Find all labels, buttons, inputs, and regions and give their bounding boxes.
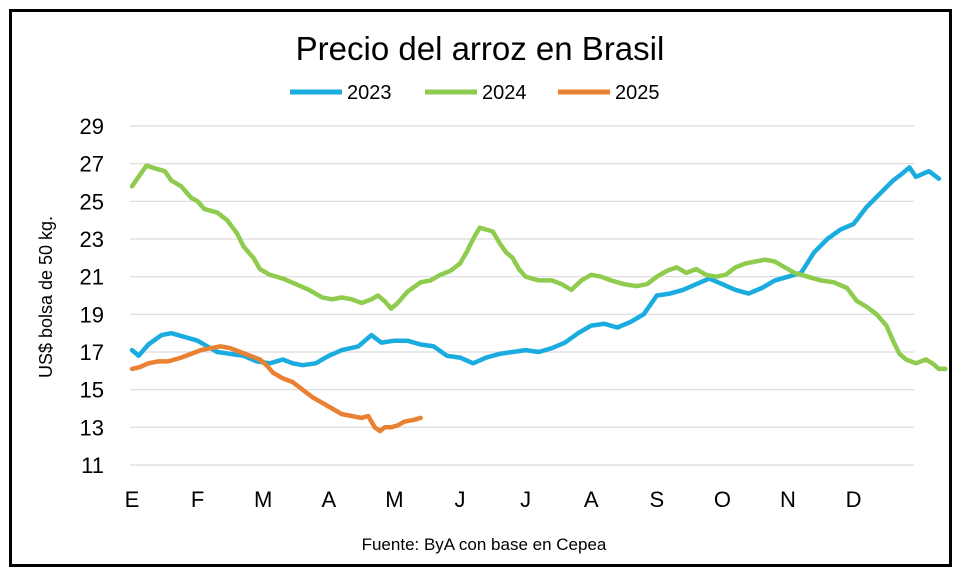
x-tick-label: J	[520, 487, 531, 512]
legend-item-2024: 2024	[425, 82, 527, 104]
series-lines	[129, 163, 948, 434]
legend-label-2025: 2025	[615, 82, 660, 104]
y-tick-label: 11	[81, 453, 104, 478]
x-tick-label: F	[191, 487, 204, 512]
x-tick-label: A	[321, 487, 336, 512]
legend-item-2023: 2023	[290, 82, 392, 104]
y-tick-label: 27	[80, 152, 104, 177]
chart-title: Precio del arroz en Brasil	[296, 30, 665, 67]
x-tick-label: M	[385, 487, 403, 512]
y-tick-label: 25	[80, 189, 104, 214]
series-line-2025	[129, 344, 423, 434]
y-tick-label: 15	[80, 378, 104, 403]
source-note: Fuente: ByA con base en Cepea	[362, 535, 607, 554]
x-tick-label: J	[455, 487, 466, 512]
series-line-2024	[129, 163, 948, 372]
legend-item-2025: 2025	[558, 82, 660, 104]
legend-label-2023: 2023	[347, 82, 392, 104]
x-tick-label: D	[846, 487, 862, 512]
y-tick-label: 29	[80, 114, 104, 139]
y-axis-ticks: 11 13 15 17 19 21 23 25 27 29	[80, 114, 104, 478]
legend-label-2024: 2024	[482, 82, 527, 104]
x-tick-label: S	[649, 487, 664, 512]
y-tick-label: 17	[80, 340, 104, 365]
x-tick-label: A	[584, 487, 599, 512]
y-tick-label: 19	[80, 302, 104, 327]
x-tick-label: M	[254, 487, 272, 512]
y-tick-label: 23	[80, 227, 104, 252]
x-tick-label: O	[714, 487, 731, 512]
y-tick-label: 21	[80, 265, 104, 290]
gridlines	[130, 125, 914, 466]
x-tick-label: E	[125, 487, 140, 512]
x-tick-label: N	[780, 487, 796, 512]
legend: 2023 2024 2025	[290, 82, 660, 104]
series-line-2023	[129, 165, 942, 368]
y-axis-label: US$ bolsa de 50 kg.	[36, 216, 56, 378]
y-tick-label: 13	[80, 415, 104, 440]
chart-frame	[9, 9, 952, 567]
